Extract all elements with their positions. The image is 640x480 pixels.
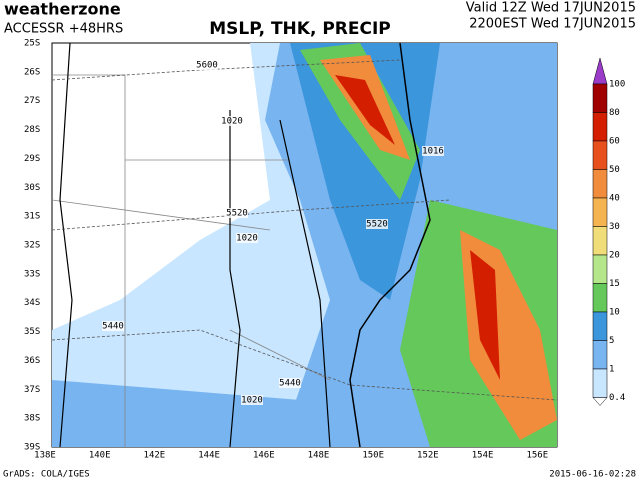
contour-label: 1020	[241, 396, 263, 406]
lat-label: 35S	[24, 327, 40, 337]
thickness-contours	[51, 59, 558, 401]
legend-label: 60	[609, 137, 620, 147]
legend-label: 80	[609, 108, 620, 118]
legend-label: 15	[609, 279, 620, 289]
contour-label-bg	[279, 378, 301, 388]
legend-label: 40	[609, 194, 620, 204]
lat-label: 36S	[24, 356, 40, 366]
legend-swatch	[592, 83, 608, 113]
legend-label: 0.4	[609, 393, 625, 403]
model: ACCESSR +48HRS	[4, 22, 123, 37]
lon-label: 150E	[362, 451, 384, 461]
lat-label: 30S	[24, 183, 40, 193]
state-borders	[51, 74, 331, 447]
contour-label: 1020	[221, 117, 243, 127]
contour-label-bg	[241, 395, 263, 405]
legend-top	[592, 57, 608, 85]
legend-label: 1	[609, 365, 614, 375]
footer-right: 2015-06-16-02:28	[549, 470, 636, 480]
precip-green-north	[300, 43, 420, 200]
lat-label: 28S	[24, 125, 40, 135]
legend-swatch	[592, 112, 608, 142]
lon-label: 148E	[308, 451, 330, 461]
title: MSLP, THK, PRECIP	[209, 19, 391, 39]
local-time: 2200EST Wed 17JUN2015	[469, 17, 636, 32]
lat-label: 39S	[24, 443, 40, 453]
lat-label: 29S	[24, 154, 40, 164]
contour-label: 5440	[279, 379, 301, 389]
legend-label: 30	[609, 222, 620, 232]
legend-swatch	[592, 368, 608, 398]
valid-time: Valid 12Z Wed 17JUN2015	[466, 1, 636, 16]
lat-label: 25S	[24, 39, 40, 49]
contour-label-bg	[221, 116, 243, 126]
legend-label: 100	[609, 80, 625, 90]
legend-swatch	[592, 226, 608, 256]
legend-swatch	[592, 169, 608, 199]
lat-label: 34S	[24, 298, 40, 308]
coastline	[349, 42, 431, 448]
legend-swatch	[592, 340, 608, 370]
lat-label: 37S	[24, 385, 40, 395]
lat-label: 38S	[24, 414, 40, 424]
contour-label-bg	[422, 146, 444, 156]
legend-label: 50	[609, 165, 620, 175]
contour-label: 1016	[422, 147, 444, 157]
lat-label: 32S	[24, 241, 40, 251]
legend-bottom	[592, 397, 608, 406]
legend-swatch	[592, 311, 608, 341]
lon-label: 144E	[198, 451, 220, 461]
legend-swatch	[592, 197, 608, 227]
lat-label: 27S	[24, 96, 40, 106]
pressure-contours	[59, 42, 331, 448]
lon-label: 156E	[526, 451, 548, 461]
contour-label-bg	[236, 233, 258, 243]
lat-label: 33S	[24, 269, 40, 279]
map: 5600 1020 1016 5520 5520 1020 5440 5440 1020	[51, 42, 558, 448]
lat-label: 26S	[24, 67, 40, 77]
legend-swatch	[592, 254, 608, 284]
contour-label: 5440	[102, 322, 124, 332]
contour-label: 5600	[196, 61, 218, 71]
footer-left: GrADS: COLA/IGES	[3, 470, 90, 480]
contour-label: 5520	[226, 209, 248, 219]
lat-label: 31S	[24, 212, 40, 222]
contour-label: 1020	[236, 234, 258, 244]
contour-label-bg	[226, 208, 248, 218]
lon-label: 138E	[34, 451, 56, 461]
lon-label: 142E	[144, 451, 166, 461]
contour-label: 5520	[366, 220, 388, 230]
legend-swatch	[592, 283, 608, 313]
legend-label: 20	[609, 251, 620, 261]
lon-label: 154E	[472, 451, 494, 461]
lon-label: 140E	[89, 451, 111, 461]
precip-blue-south	[52, 380, 330, 447]
contour-label-bg	[102, 321, 124, 331]
legend-swatch	[592, 140, 608, 170]
precip-red	[335, 75, 395, 145]
contour-label-bg	[366, 219, 388, 229]
legend-label: 5	[609, 336, 614, 346]
contour-label-bg	[196, 60, 218, 70]
brand: weatherzone	[4, 0, 121, 19]
lon-label: 152E	[417, 451, 439, 461]
precip-mid	[290, 43, 440, 300]
legend-label: 10	[609, 308, 620, 318]
lon-label: 146E	[253, 451, 275, 461]
precip-red-east	[470, 250, 500, 380]
